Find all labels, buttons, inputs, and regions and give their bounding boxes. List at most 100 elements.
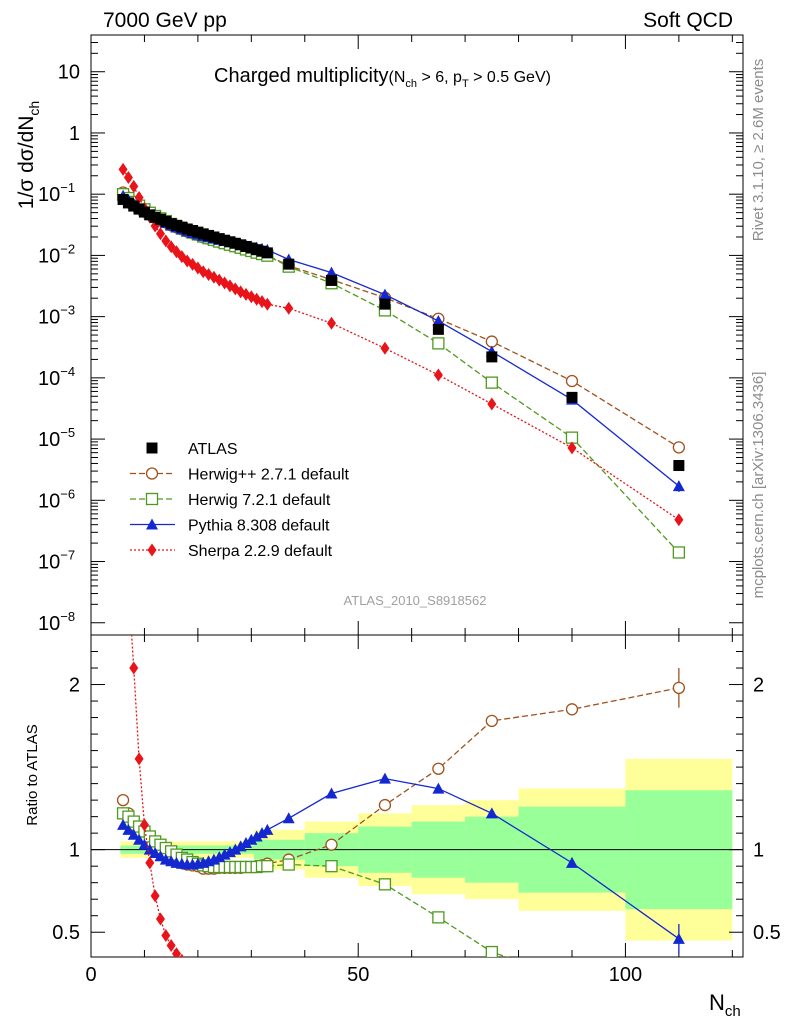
main-point-3-33 [567, 441, 577, 455]
ratio-point-3-12 [183, 959, 192, 972]
ratio-point-2-28 [282, 812, 295, 824]
y-tick-label-exp: −1 [60, 180, 75, 195]
main-point-1-32 [485, 376, 498, 389]
ratio-point-1-27 [261, 860, 274, 873]
ratio-point-3-14 [193, 965, 202, 978]
y-tick-label-main--8: 10−8 [38, 609, 75, 635]
y-tick-label-base: 1 [69, 123, 80, 145]
ratio-point-3-15 [199, 969, 208, 982]
main-point-2-30 [378, 288, 391, 300]
ratio-point-0-30 [378, 798, 392, 812]
ratio-point-2-3 [133, 833, 146, 845]
main-point-0-32 [485, 335, 498, 348]
atlas-point-33 [566, 391, 578, 403]
y-tick-label-exp: −3 [60, 303, 75, 318]
ratio-point-3-16 [204, 970, 213, 983]
y-tick-label-main--5: 10−5 [38, 425, 75, 451]
y-tick-label-exp: −8 [60, 609, 75, 624]
legend-marker-2 [146, 518, 158, 530]
ratio-point-2-23 [239, 837, 252, 849]
ratio-point-1-33 [566, 973, 577, 984]
y-tick-label-base: 10 [38, 307, 60, 329]
ratio-point-2-21 [229, 843, 242, 855]
main-point-0-33 [565, 374, 579, 388]
ratio-point-2-2 [127, 828, 140, 840]
ratio-point-2-0 [117, 818, 130, 830]
ratio-point-3-18 [215, 974, 224, 987]
y-tick-label-main--6: 10−6 [38, 486, 75, 512]
ratio-point-1-30 [378, 878, 392, 891]
main-point-3-7 [155, 227, 165, 241]
ratio-point-3-22 [236, 980, 245, 993]
main-point-3-32 [487, 397, 497, 411]
side-text-mcplots: mcplots.cern.ch [arXiv:1306.3436] [750, 372, 767, 599]
header-left: 7000 GeV pp [103, 9, 227, 32]
plot-title-end: > 0.5 GeV) [469, 69, 551, 86]
main-point-3-2 [129, 179, 139, 193]
y-tick-label-exp: −6 [60, 486, 75, 501]
main-point-2-34 [672, 480, 685, 492]
ratio-point-3-8 [161, 929, 171, 943]
main-point-3-30 [380, 341, 390, 355]
y-tick-label-ratio-right-0.5: 0.5 [753, 922, 781, 944]
header-right: Soft QCD [643, 9, 733, 32]
y-tick-label-ratio-2: 2 [69, 675, 80, 697]
y-tick-label-base: 10 [38, 368, 60, 390]
main-point-3-0 [118, 162, 128, 176]
x-axis-label: Nch [709, 990, 741, 1020]
y-tick-label-base: 10 [58, 62, 80, 84]
ratio-point-3-28 [284, 977, 293, 990]
atlas-point-28 [283, 258, 295, 270]
ratio-point-3-13 [188, 962, 197, 975]
y-tick-label-base: 10 [38, 552, 60, 574]
ratio-point-3-21 [231, 979, 240, 992]
ratio-point-3-10 [172, 947, 182, 957]
legend-label-1: Herwig 7.2.1 default [188, 492, 331, 509]
ratio-point-0-31 [432, 762, 445, 775]
ratio-point-0-33 [565, 703, 579, 716]
y-tick-label-ratio-right-1: 1 [753, 840, 764, 862]
y-tick-label-base: 10 [38, 184, 60, 206]
ratio-point-2-26 [256, 827, 269, 839]
plot-title-sub2: T [462, 78, 469, 90]
ratio-point-0-29 [325, 838, 338, 851]
main-point-3-31 [433, 368, 443, 382]
ratio-point-3-1 [124, 579, 133, 592]
ratio-point-1-34 [673, 1003, 684, 1014]
plot-title-sub1: ch [405, 78, 417, 90]
legend-label-3: Sherpa 2.2.9 default [188, 543, 333, 560]
ratio-point-3-23 [241, 981, 250, 994]
analysis-id: ATLAS_2010_S8918562 [344, 593, 487, 608]
x-axis-label-sub: ch [725, 1003, 741, 1020]
ratio-point-2-29 [325, 787, 338, 799]
y-axis-label-ratio: Ratio to ATLAS [24, 724, 41, 825]
plot-title-mid: > 6, p [417, 69, 462, 86]
y-tick-label-main-0: 1 [69, 123, 80, 145]
plot-title-detail: (N [389, 69, 406, 86]
atlas-point-29 [325, 274, 337, 286]
ratio-point-2-24 [245, 833, 258, 845]
y-tick-label-main-1: 10 [58, 62, 80, 84]
ratio-point-3-9 [166, 938, 176, 952]
ratio-point-3-17 [209, 972, 218, 985]
ratio-point-3-29 [327, 975, 336, 988]
ratio-point-3-5 [145, 856, 155, 870]
main-point-0-34 [672, 441, 686, 454]
ratio-point-2-32 [485, 807, 498, 819]
ratio-point-2-22 [234, 840, 247, 852]
y-tick-label-exp: −2 [60, 241, 75, 256]
ratio-point-3-25 [252, 983, 261, 996]
atlas-point-27 [261, 247, 273, 259]
y-axis-label-main-text: 1/σ dσ/dN [15, 116, 38, 210]
ratio-point-3-7 [155, 912, 165, 926]
ratio-point-3-30 [380, 977, 389, 990]
x-tick-label-0: 0 [85, 964, 96, 986]
ratio-point-1-31 [432, 911, 445, 924]
y-tick-label-exp: −4 [60, 364, 75, 379]
ratio-point-0-32 [485, 714, 498, 728]
ratio-point-3-6 [150, 889, 160, 903]
y-tick-label-exp: −5 [60, 425, 75, 440]
ratio-line-3 [130, 635, 181, 957]
main-point-3-34 [674, 513, 684, 527]
